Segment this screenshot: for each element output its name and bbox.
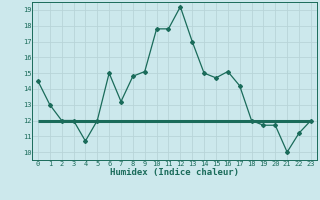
X-axis label: Humidex (Indice chaleur): Humidex (Indice chaleur): [110, 168, 239, 177]
